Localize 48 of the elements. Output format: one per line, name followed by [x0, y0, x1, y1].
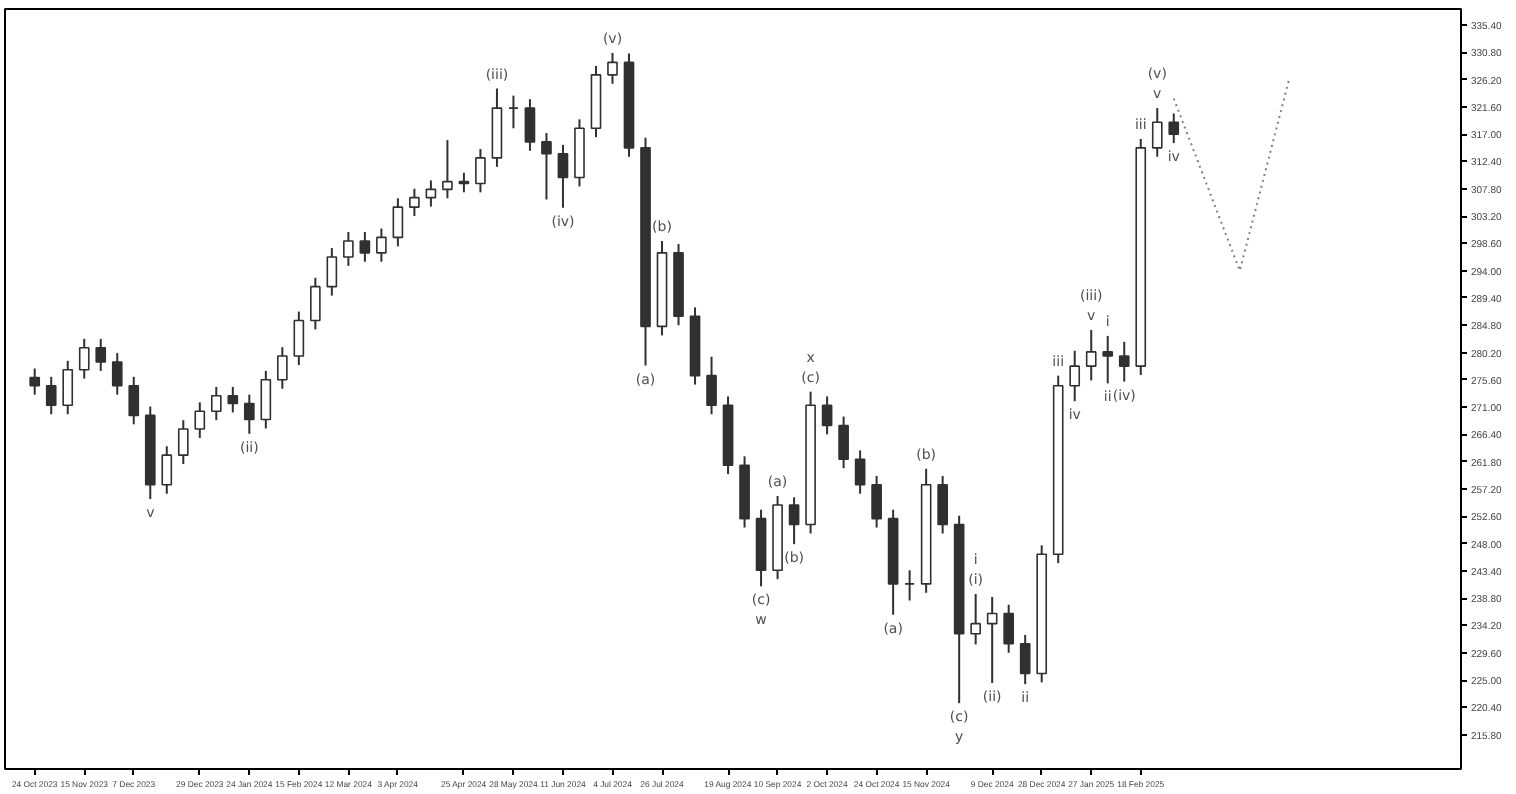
candlestick [1019, 633, 1031, 686]
candlestick [111, 352, 123, 396]
candlestick [838, 415, 849, 470]
candlestick [227, 385, 239, 414]
candlestick [821, 395, 833, 436]
candlestick [508, 94, 519, 130]
candlestick [607, 51, 618, 85]
candlestick [557, 143, 569, 209]
candlestick [442, 139, 453, 200]
candlestick [194, 401, 206, 439]
candlestick [409, 187, 420, 218]
candlestick [29, 367, 41, 396]
candlestick [937, 474, 948, 535]
candlestick [1085, 328, 1097, 382]
candlestick [45, 375, 57, 416]
candlestick [95, 337, 107, 372]
candlestick [1168, 112, 1180, 145]
candlestick [177, 419, 189, 466]
candlestick [310, 276, 321, 331]
candlestick [706, 355, 717, 416]
candlestick [854, 449, 866, 495]
candlestick [1003, 603, 1015, 654]
candlestick [871, 474, 882, 529]
candlestick [260, 369, 272, 430]
candlestick [541, 132, 552, 201]
candlestick [343, 231, 354, 267]
candlestick [1151, 107, 1163, 158]
candlestick [970, 592, 982, 646]
candlestick [161, 445, 173, 495]
candlestick [1102, 334, 1114, 385]
candlestick [376, 227, 387, 263]
candlestick [475, 148, 486, 194]
candlestick [359, 231, 371, 263]
candlestick [1118, 340, 1130, 383]
candlestick [276, 346, 288, 390]
candlestick [293, 310, 305, 366]
candlestick [62, 359, 74, 416]
candlestick [392, 197, 404, 248]
candlestick [904, 569, 915, 602]
candlestick [210, 385, 222, 422]
candlestick [788, 496, 800, 546]
candlestick [986, 595, 998, 684]
candlestick [78, 337, 90, 380]
candlestick [524, 98, 536, 152]
candlestick [1069, 349, 1081, 403]
candlestick [326, 247, 338, 297]
candlestick [243, 393, 255, 435]
candlestick [128, 375, 140, 426]
